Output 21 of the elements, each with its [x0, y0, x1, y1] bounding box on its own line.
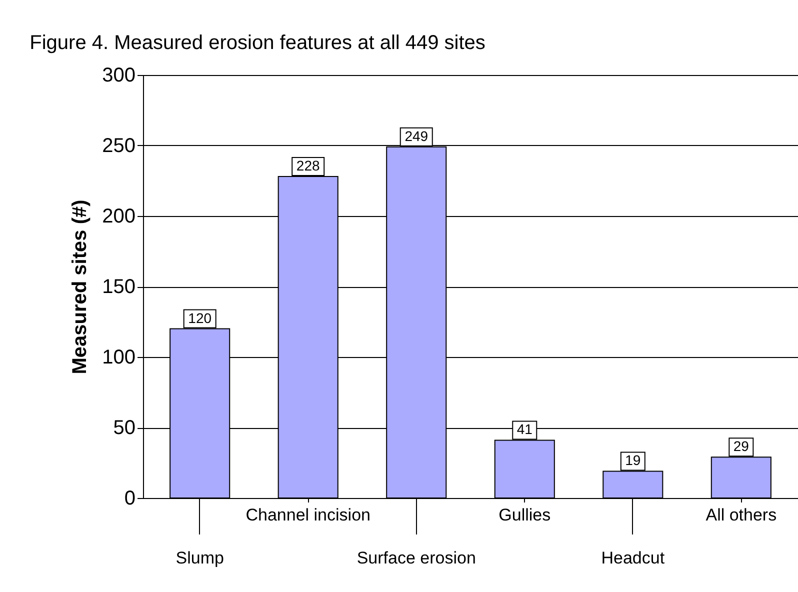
x-tick-label: Surface erosion: [356, 548, 476, 568]
x-tick-label: Headcut: [601, 548, 665, 568]
chart-title: Figure 4. Measured erosion features at all 449 sites: [30, 32, 486, 54]
y-tick-label: 150: [102, 276, 136, 298]
y-axis-title: Measured sites (#): [69, 200, 92, 374]
y-tick-label: 250: [102, 135, 136, 157]
data-label: 120: [188, 310, 212, 326]
y-tick-label: 300: [102, 64, 136, 86]
y-tick-label: 100: [102, 346, 136, 368]
data-label: 19: [625, 452, 641, 468]
x-tick-label: All others: [706, 506, 777, 524]
x-tick-label: Channel incision: [246, 506, 370, 524]
data-label: 41: [516, 421, 533, 438]
x-tick-label: Slump: [176, 548, 224, 568]
data-label: 228: [296, 158, 320, 174]
y-tick-label: 200: [102, 206, 136, 228]
y-tick-label: 0: [124, 488, 136, 510]
x-tick-label: Gullies: [498, 506, 551, 524]
data-label: 29: [733, 438, 750, 454]
data-label: 249: [404, 128, 428, 144]
y-tick-label: 50: [113, 417, 136, 439]
